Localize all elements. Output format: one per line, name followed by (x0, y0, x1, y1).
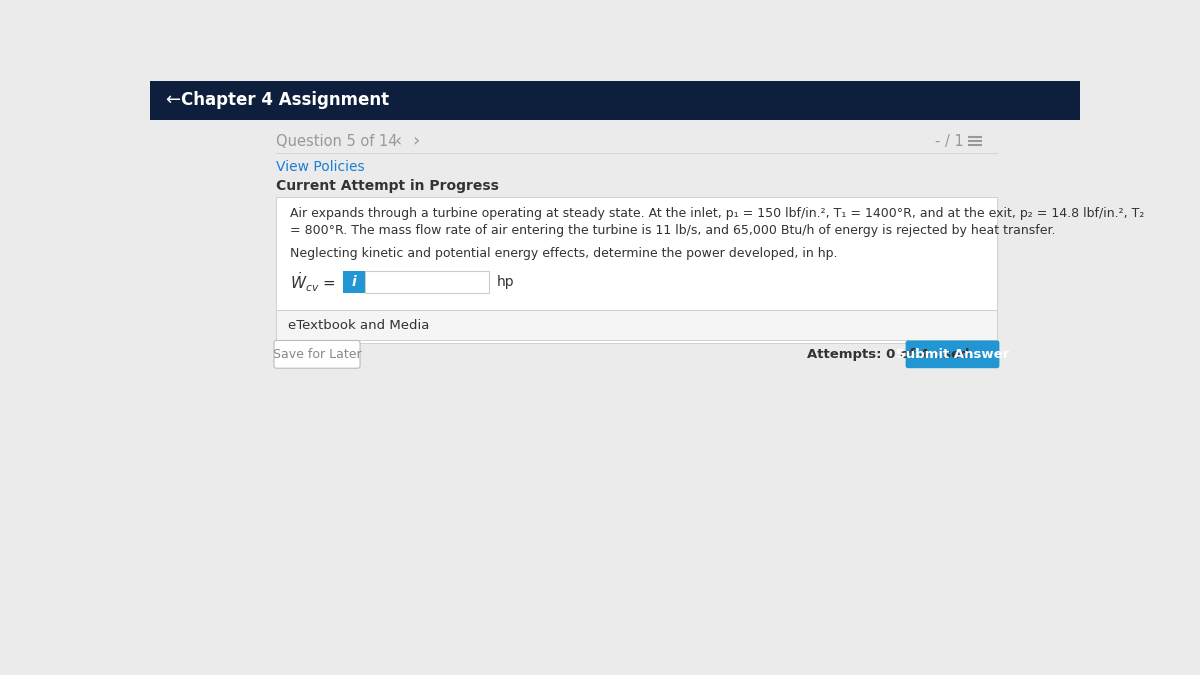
FancyBboxPatch shape (150, 119, 1080, 601)
Text: eTextbook and Media: eTextbook and Media (288, 319, 430, 331)
FancyBboxPatch shape (276, 196, 997, 343)
Text: Submit Answer: Submit Answer (896, 348, 1009, 361)
Text: Save for Later: Save for Later (272, 348, 361, 361)
Text: View Policies: View Policies (276, 160, 365, 174)
Text: Current Attempt in Progress: Current Attempt in Progress (276, 180, 499, 194)
Text: = 800°R. The mass flow rate of air entering the turbine is 11 lb/s, and 65,000 B: = 800°R. The mass flow rate of air enter… (290, 224, 1056, 237)
Text: Question 5 of 14: Question 5 of 14 (276, 134, 398, 148)
FancyBboxPatch shape (343, 271, 365, 293)
Text: ›: › (412, 132, 419, 150)
Text: - / 1: - / 1 (935, 134, 964, 148)
Text: i: i (352, 275, 356, 289)
Text: $\dot{W}_{cv}$ =: $\dot{W}_{cv}$ = (290, 270, 336, 294)
FancyBboxPatch shape (274, 340, 360, 368)
Text: hp: hp (497, 275, 514, 289)
Text: Air expands through a turbine operating at steady state. At the inlet, p₁ = 150 : Air expands through a turbine operating … (290, 207, 1145, 220)
FancyBboxPatch shape (906, 340, 1000, 368)
Text: ←: ← (166, 91, 181, 109)
FancyBboxPatch shape (365, 271, 488, 293)
Text: Attempts: 0 of 4 used: Attempts: 0 of 4 used (808, 348, 970, 361)
FancyBboxPatch shape (150, 81, 1080, 119)
Text: Neglecting kinetic and potential energy effects, determine the power developed, : Neglecting kinetic and potential energy … (290, 247, 838, 260)
FancyBboxPatch shape (276, 310, 997, 340)
Text: Chapter 4 Assignment: Chapter 4 Assignment (181, 91, 389, 109)
Text: ‹: ‹ (394, 132, 401, 150)
